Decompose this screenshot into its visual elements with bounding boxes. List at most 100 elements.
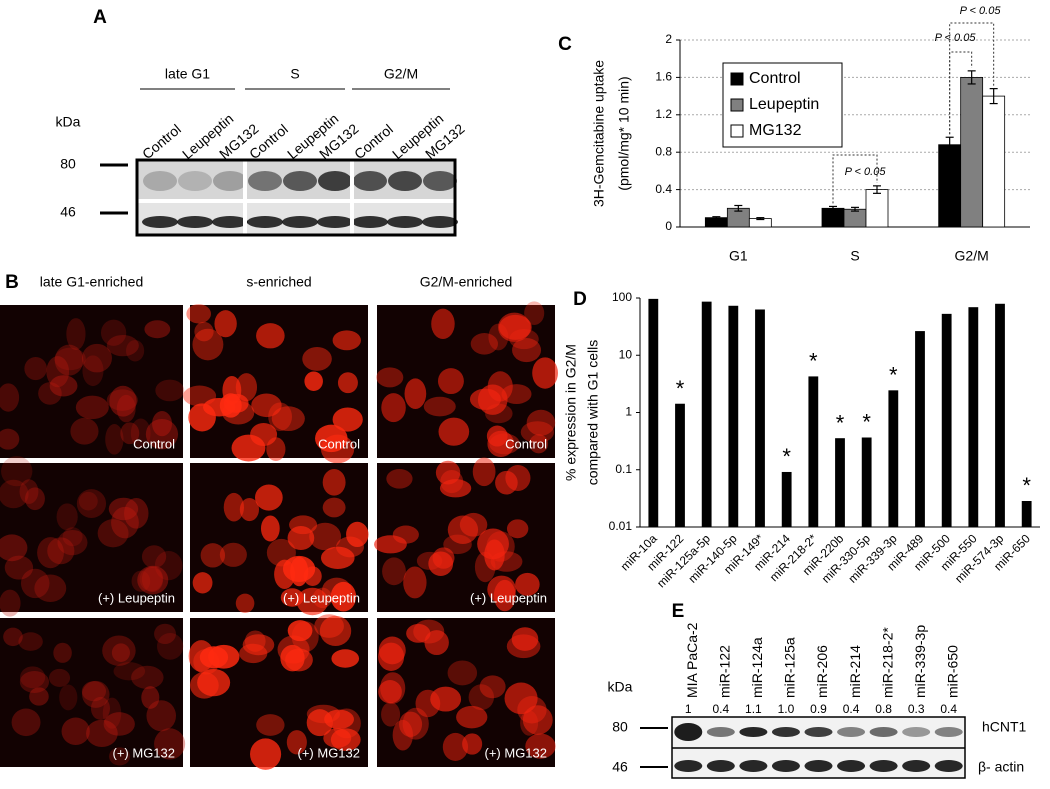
lane-label: Control bbox=[139, 121, 184, 162]
lane-label: miR-206 bbox=[814, 645, 830, 698]
cell bbox=[296, 587, 329, 616]
condition-label: (+) Leupeptin bbox=[98, 590, 175, 605]
cell bbox=[239, 497, 260, 522]
cell bbox=[403, 566, 427, 599]
legend-label: MG132 bbox=[749, 122, 802, 139]
significance-mark: * bbox=[1022, 473, 1031, 498]
cell bbox=[509, 328, 539, 350]
cell bbox=[146, 700, 177, 732]
panel-letter: E bbox=[672, 601, 685, 622]
cell bbox=[137, 565, 169, 595]
kda-label: kDa bbox=[56, 114, 81, 130]
cell bbox=[235, 593, 255, 614]
cell bbox=[456, 705, 488, 729]
y-tick-label: 100 bbox=[612, 290, 632, 304]
x-tick-label: G2/M bbox=[955, 248, 989, 264]
protein-label: hCNT1 bbox=[982, 719, 1027, 735]
bar bbox=[888, 390, 899, 528]
bar bbox=[968, 307, 979, 528]
lane-label: miR-122 bbox=[717, 645, 733, 698]
condition-label: Control bbox=[505, 436, 547, 451]
cell bbox=[144, 320, 171, 339]
cell bbox=[256, 323, 285, 349]
lane-label: miR-214 bbox=[847, 645, 863, 698]
y-tick-label: 0 bbox=[665, 219, 672, 233]
cell bbox=[324, 709, 354, 729]
cell bbox=[274, 559, 296, 589]
cell bbox=[113, 662, 146, 681]
cell bbox=[280, 644, 305, 672]
cell bbox=[116, 394, 136, 423]
ratio-label: 0.4 bbox=[712, 702, 729, 716]
blot-band bbox=[674, 760, 703, 772]
panel-letter: B bbox=[5, 272, 19, 293]
cell bbox=[37, 537, 64, 569]
cell bbox=[331, 649, 360, 668]
cell bbox=[154, 728, 186, 760]
cell bbox=[392, 719, 413, 751]
condition-label: (+) Leupeptin bbox=[283, 590, 360, 605]
lane-label: miR-124a bbox=[749, 637, 765, 698]
cell bbox=[286, 730, 307, 755]
cell bbox=[106, 334, 139, 357]
bar bbox=[861, 437, 872, 528]
ratio-label: 0.4 bbox=[940, 702, 957, 716]
bar bbox=[1021, 501, 1032, 528]
bar bbox=[728, 305, 739, 528]
cell bbox=[304, 371, 323, 392]
cell bbox=[3, 627, 23, 647]
significance-mark: * bbox=[809, 349, 818, 374]
cell bbox=[442, 732, 469, 762]
condition-label: (+) MG132 bbox=[113, 745, 176, 760]
cell bbox=[309, 522, 342, 551]
cell bbox=[47, 537, 75, 565]
legend-swatch bbox=[730, 98, 744, 112]
blot-band bbox=[837, 760, 866, 772]
significance-mark: * bbox=[836, 410, 845, 435]
y-tick-label: 0.01 bbox=[609, 519, 633, 533]
cell bbox=[0, 428, 20, 450]
y-tick-label: 0.1 bbox=[615, 462, 632, 476]
micrograph bbox=[0, 463, 183, 612]
cell bbox=[381, 702, 401, 727]
cell bbox=[111, 506, 139, 539]
legend-swatch bbox=[730, 72, 744, 86]
cell bbox=[314, 614, 344, 638]
blot-band bbox=[247, 216, 283, 228]
cell bbox=[19, 479, 39, 504]
cell bbox=[506, 519, 529, 539]
cell bbox=[522, 705, 553, 735]
cell bbox=[487, 430, 515, 457]
cell bbox=[406, 623, 431, 643]
cell bbox=[49, 375, 78, 397]
cell bbox=[515, 572, 540, 596]
cell bbox=[219, 393, 242, 418]
cell bbox=[139, 566, 163, 592]
cell bbox=[302, 346, 332, 371]
cell bbox=[208, 644, 240, 669]
cell bbox=[266, 437, 286, 462]
cell bbox=[186, 304, 211, 324]
cell bbox=[82, 680, 110, 708]
cell bbox=[330, 581, 357, 612]
cell bbox=[70, 417, 99, 445]
group-label: late G1 bbox=[165, 66, 210, 82]
cell bbox=[106, 389, 138, 411]
cell bbox=[108, 747, 131, 766]
bar bbox=[755, 309, 765, 528]
cell bbox=[200, 543, 226, 568]
cell bbox=[469, 388, 501, 410]
cell bbox=[131, 665, 164, 690]
bar bbox=[865, 189, 889, 228]
cell bbox=[59, 684, 78, 711]
cell bbox=[100, 319, 127, 346]
cell bbox=[479, 675, 506, 699]
cell bbox=[431, 308, 455, 340]
cell bbox=[382, 557, 406, 586]
cell bbox=[111, 643, 130, 663]
cell bbox=[131, 570, 151, 592]
cell bbox=[76, 489, 107, 518]
blot-band bbox=[212, 216, 248, 228]
cell bbox=[20, 568, 50, 599]
significance-mark: * bbox=[676, 376, 685, 401]
